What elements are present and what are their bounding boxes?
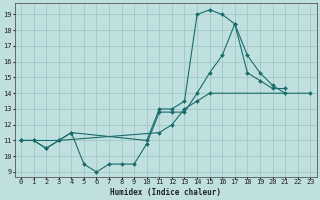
X-axis label: Humidex (Indice chaleur): Humidex (Indice chaleur) <box>110 188 221 197</box>
